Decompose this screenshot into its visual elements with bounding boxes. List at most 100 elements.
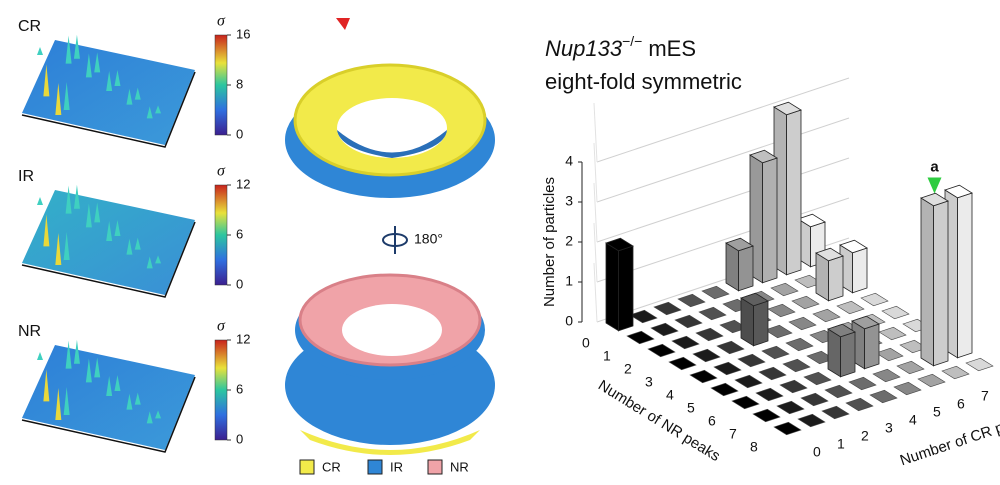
panel-label: CR [18,18,41,35]
colorbar [214,339,228,441]
colorbar-symbol: σ [217,318,226,335]
bar [957,192,973,359]
surface-peak [114,220,121,237]
colorbar-tick-label: 12 [236,176,250,191]
empty-tile [878,326,907,341]
surface-peak [85,358,92,383]
legend-label: IR [390,459,403,474]
colorbar-tick-label: 16 [236,26,250,41]
red-arrowhead [336,18,350,30]
empty-tile [737,353,766,368]
panel-label: NR [18,323,41,340]
empty-tile [836,300,865,315]
title-part: mES [648,36,696,61]
surface-peak [94,52,101,73]
empty-tile [965,357,994,372]
empty-tile [692,348,721,363]
empty-tile [716,340,745,355]
colorbar-tick-label: 0 [236,276,243,291]
title-part: −/− [622,33,642,49]
z-tick-label: 6 [708,412,716,428]
empty-tile [677,293,706,308]
empty-tile [845,397,874,412]
bar-top [839,239,868,254]
z-tick-label: 0 [582,334,590,350]
colorbar [214,184,228,286]
structure-panel: 180° [285,18,495,455]
bar [840,331,856,378]
bar-top [851,315,880,330]
chart-title: Nup133−/− mES [545,33,696,61]
y-tick-label: 1 [565,273,573,289]
surface-peak [63,387,70,416]
surface-peak [73,184,80,209]
bar [852,247,868,294]
empty-tile [896,360,925,375]
chart-subtitle: eight-fold symmetric [545,69,742,94]
colorbar-symbol: σ [217,163,226,180]
empty-tile [779,379,808,394]
bar-side [815,252,829,302]
bar [864,323,880,370]
empty-tile [788,316,817,331]
surface-peak [114,375,121,392]
surface-peak [65,35,72,64]
surface-peak [126,88,133,105]
colorbar-tick-label: 0 [236,126,243,141]
empty-tile [629,309,658,324]
grid-line [596,197,850,283]
x-tick-label: 5 [933,403,941,419]
empty-tile [710,382,739,397]
empty-tile [671,335,700,350]
legend-label: CR [322,459,341,474]
colorbar-tick-label: 0 [236,431,243,446]
bar-top [740,292,769,307]
grid-line [593,262,598,323]
surface-peak [65,185,72,214]
empty-tile [755,387,784,402]
surface-peak [85,203,92,228]
empty-tile [848,376,877,391]
surface-peak [114,70,121,87]
surface-peak [155,255,162,264]
colorbar-tick-label: 12 [236,331,250,346]
grid-line [593,102,598,163]
bar-top [725,237,754,252]
surface-peak [37,47,43,55]
empty-tile [626,330,655,345]
x-tick-label: 1 [837,435,845,451]
grid-line [593,142,598,203]
z-tick-label: 2 [624,360,632,376]
empty-tile [653,301,682,316]
bar-top [827,323,856,338]
surface-peak [37,197,43,205]
annotation-label: a [930,158,939,175]
surface-peak [55,83,62,116]
z-tick-label: 4 [666,386,674,402]
x-tick-label: 2 [861,427,869,443]
empty-tile [893,381,922,396]
empty-tile [875,347,904,362]
x-tick-label: 7 [981,387,989,403]
z-tick-label: 7 [729,425,737,441]
ring-hole [342,304,442,356]
bar-side [827,328,841,378]
empty-tile [824,384,853,399]
surface-peak [146,106,153,119]
empty-tile [821,405,850,420]
y-axis-label: Number of particles [541,177,558,307]
empty-tile [803,371,832,386]
grid-line [596,117,850,203]
colorbar-tick-label: 8 [236,76,243,91]
ir-inner [337,130,447,158]
surface-peak [55,233,62,266]
z-tick-label: 1 [603,347,611,363]
surface-peak [43,214,50,247]
empty-tile [782,358,811,373]
z-tick-label: 3 [645,373,653,389]
empty-tile [650,322,679,337]
surface-peak [134,87,141,100]
cr-edge [300,430,480,455]
surface-peak [94,202,101,223]
